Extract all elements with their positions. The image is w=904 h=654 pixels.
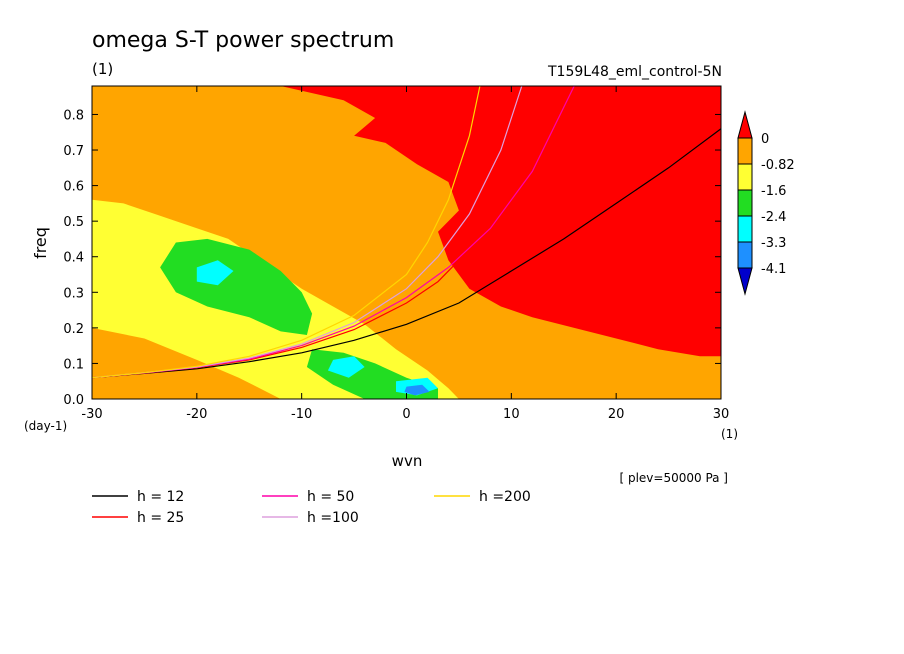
- legend-label: h = 25: [137, 510, 184, 526]
- x-units-label: (1): [721, 427, 738, 441]
- curve-0: [92, 128, 721, 379]
- legend-label: h = 50: [307, 489, 354, 505]
- colorbar-top-arrow: [737, 110, 753, 139]
- y-axis: 0.0 0.1 0.2 0.3 0.4 0.5 0.6 0.7 0.8: [63, 108, 721, 408]
- x-axis: -30 -20 -10 0 10 20 30: [81, 86, 729, 422]
- contour-regions: [92, 86, 721, 399]
- x-tick-label: -20: [186, 407, 207, 422]
- colorbar-label: -2.4: [761, 210, 786, 225]
- legend-label: h =100: [307, 510, 359, 526]
- y-tick-label: 0.6: [63, 180, 84, 195]
- colorbar-label: -4.1: [761, 262, 786, 277]
- colorbar-box: [737, 241, 753, 269]
- y-units-label: (day-1): [24, 419, 67, 433]
- x-tick-label: 20: [608, 407, 625, 422]
- y-tick-label: 0.3: [63, 286, 84, 301]
- x-tick-label: -10: [291, 407, 312, 422]
- region-red-high: [280, 86, 721, 357]
- chart-title: omega S-T power spectrum: [92, 28, 394, 53]
- colorbar-label: -3.3: [761, 236, 786, 251]
- colorbar-label: -1.6: [761, 184, 786, 199]
- legend: h = 12 h = 50 h =200 h = 25 h =100: [92, 489, 531, 526]
- colorbar-box: [737, 189, 753, 217]
- region-cyan-patch-b: [327, 356, 365, 378]
- colorbar-bottom-arrow: [737, 267, 753, 296]
- y-tick-label: 0.2: [63, 322, 84, 337]
- y-tick-label: 0.0: [63, 393, 84, 408]
- run-label: T159L48_eml_control-5N: [547, 64, 722, 80]
- x-tick-label: 0: [402, 407, 410, 422]
- curve-4: [92, 86, 481, 379]
- y-tick-label: 0.7: [63, 144, 84, 159]
- colorbar: 0 -0.82 -1.6 -2.4 -3.3 -4.1: [737, 110, 795, 296]
- y-tick-label: 0.4: [63, 251, 84, 266]
- colorbar-label: -0.82: [761, 158, 795, 173]
- legend-label: h = 12: [137, 489, 184, 505]
- x-tick-label: 30: [713, 407, 730, 422]
- y-tick-label: 0.8: [63, 108, 84, 123]
- legend-label: h =200: [479, 489, 531, 505]
- dispersion-curves: [92, 86, 721, 379]
- region-green-band: [160, 238, 313, 335]
- region-cyan-patch-a: [196, 260, 234, 286]
- colorbar-label: 0: [761, 132, 769, 147]
- x-axis-label: wvn: [392, 452, 423, 470]
- colorbar-box: [737, 163, 753, 191]
- colorbar-box: [737, 137, 753, 165]
- x-tick-label: -30: [81, 407, 102, 422]
- x-tick-label: 10: [503, 407, 520, 422]
- y-tick-label: 0.5: [63, 215, 84, 230]
- y-tick-label: 0.1: [63, 357, 84, 372]
- plev-annotation: [ plev=50000 Pa ]: [619, 471, 728, 485]
- colorbar-box: [737, 215, 753, 243]
- region-blue-core: [404, 384, 430, 396]
- units-label: (1): [92, 60, 113, 78]
- y-axis-label: freq: [31, 227, 50, 259]
